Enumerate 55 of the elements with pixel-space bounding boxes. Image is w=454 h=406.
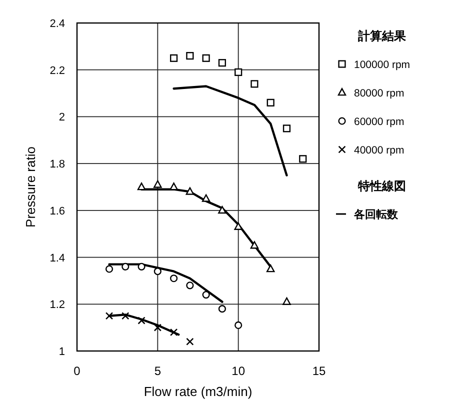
y-axis-title: Pressure ratio [23,146,38,228]
x-tick-label: 0 [74,364,81,378]
point [170,274,178,282]
point [234,222,242,230]
legend-label: 各回転数 [353,208,399,221]
point [154,324,162,332]
y-tick-label: 1.6 [50,205,65,218]
point [250,80,258,88]
point [202,194,210,202]
y-tick-label: 1.4 [50,252,65,264]
x-tick-label: 10 [232,364,246,378]
point [234,68,242,76]
legend-label: 100000 rpm [354,59,410,71]
legend-label: 60000 rpm [354,116,404,128]
point [234,321,242,330]
point [218,305,226,313]
y-tick-label: 2.4 [50,18,65,30]
point [186,187,194,195]
point [186,338,194,346]
point [138,262,146,270]
point [266,264,275,272]
point [154,180,162,188]
point [218,59,226,67]
point [105,265,114,273]
text: 特性線図 [357,179,406,193]
point [138,316,146,324]
point [266,98,274,106]
point [186,282,194,290]
point [105,312,114,320]
point [282,124,291,132]
point [218,206,226,214]
x-axis-title: Flow rate (m3/min) [144,384,252,399]
point [122,262,130,270]
y-tick-label: 1.2 [50,299,65,312]
point [202,290,210,299]
point [282,297,291,305]
point [122,312,130,320]
legend-label: 80000 rpm [354,88,404,100]
y-tick-label: 1 [58,346,65,358]
y-tick-label: 1.8 [50,158,65,171]
point [170,328,178,336]
point [250,241,259,249]
point [137,182,146,190]
x-tick-label: 15 [312,364,326,378]
point [202,54,210,62]
line-series [172,85,288,176]
y-tick-label: 2 [58,112,65,124]
x-tick-label: 5 [154,364,162,378]
legend-label: 40000 rpm [354,144,404,156]
point [154,268,162,276]
point [186,52,194,60]
legend-title: 計算結果 [357,29,407,43]
y-tick-label: 2.2 [50,64,65,77]
point [299,155,307,163]
point [170,54,178,62]
